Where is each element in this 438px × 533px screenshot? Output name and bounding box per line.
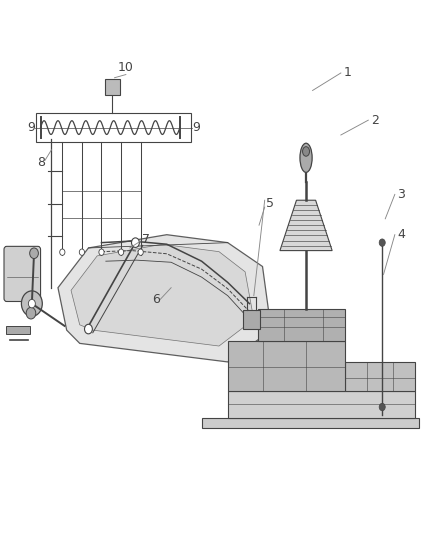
Circle shape <box>26 308 36 319</box>
Polygon shape <box>58 235 271 362</box>
Polygon shape <box>201 418 419 428</box>
Polygon shape <box>71 244 254 346</box>
Text: 4: 4 <box>397 228 405 241</box>
Text: 5: 5 <box>266 197 274 211</box>
Ellipse shape <box>303 147 310 156</box>
Circle shape <box>60 249 65 255</box>
Text: 9: 9 <box>192 121 200 134</box>
Circle shape <box>138 249 143 255</box>
Polygon shape <box>228 341 345 391</box>
Circle shape <box>21 291 42 317</box>
Circle shape <box>379 239 385 246</box>
Polygon shape <box>345 362 415 391</box>
Text: 3: 3 <box>397 188 405 201</box>
Polygon shape <box>243 310 260 329</box>
Text: 6: 6 <box>152 293 160 306</box>
Polygon shape <box>228 391 415 418</box>
Text: 1: 1 <box>343 67 351 79</box>
Circle shape <box>79 249 85 255</box>
Text: 2: 2 <box>371 114 379 127</box>
FancyBboxPatch shape <box>4 246 41 302</box>
Circle shape <box>28 300 35 308</box>
Text: 9: 9 <box>27 121 35 134</box>
Polygon shape <box>6 326 30 334</box>
Circle shape <box>99 249 104 255</box>
Circle shape <box>379 403 385 411</box>
Polygon shape <box>258 309 345 341</box>
Circle shape <box>118 249 124 255</box>
Circle shape <box>131 238 139 247</box>
Polygon shape <box>280 200 332 251</box>
Text: 8: 8 <box>37 156 46 169</box>
Polygon shape <box>105 79 120 95</box>
Text: 10: 10 <box>118 61 134 74</box>
Circle shape <box>85 324 92 334</box>
Ellipse shape <box>300 143 312 172</box>
Text: 7: 7 <box>142 233 150 246</box>
Circle shape <box>30 248 39 259</box>
